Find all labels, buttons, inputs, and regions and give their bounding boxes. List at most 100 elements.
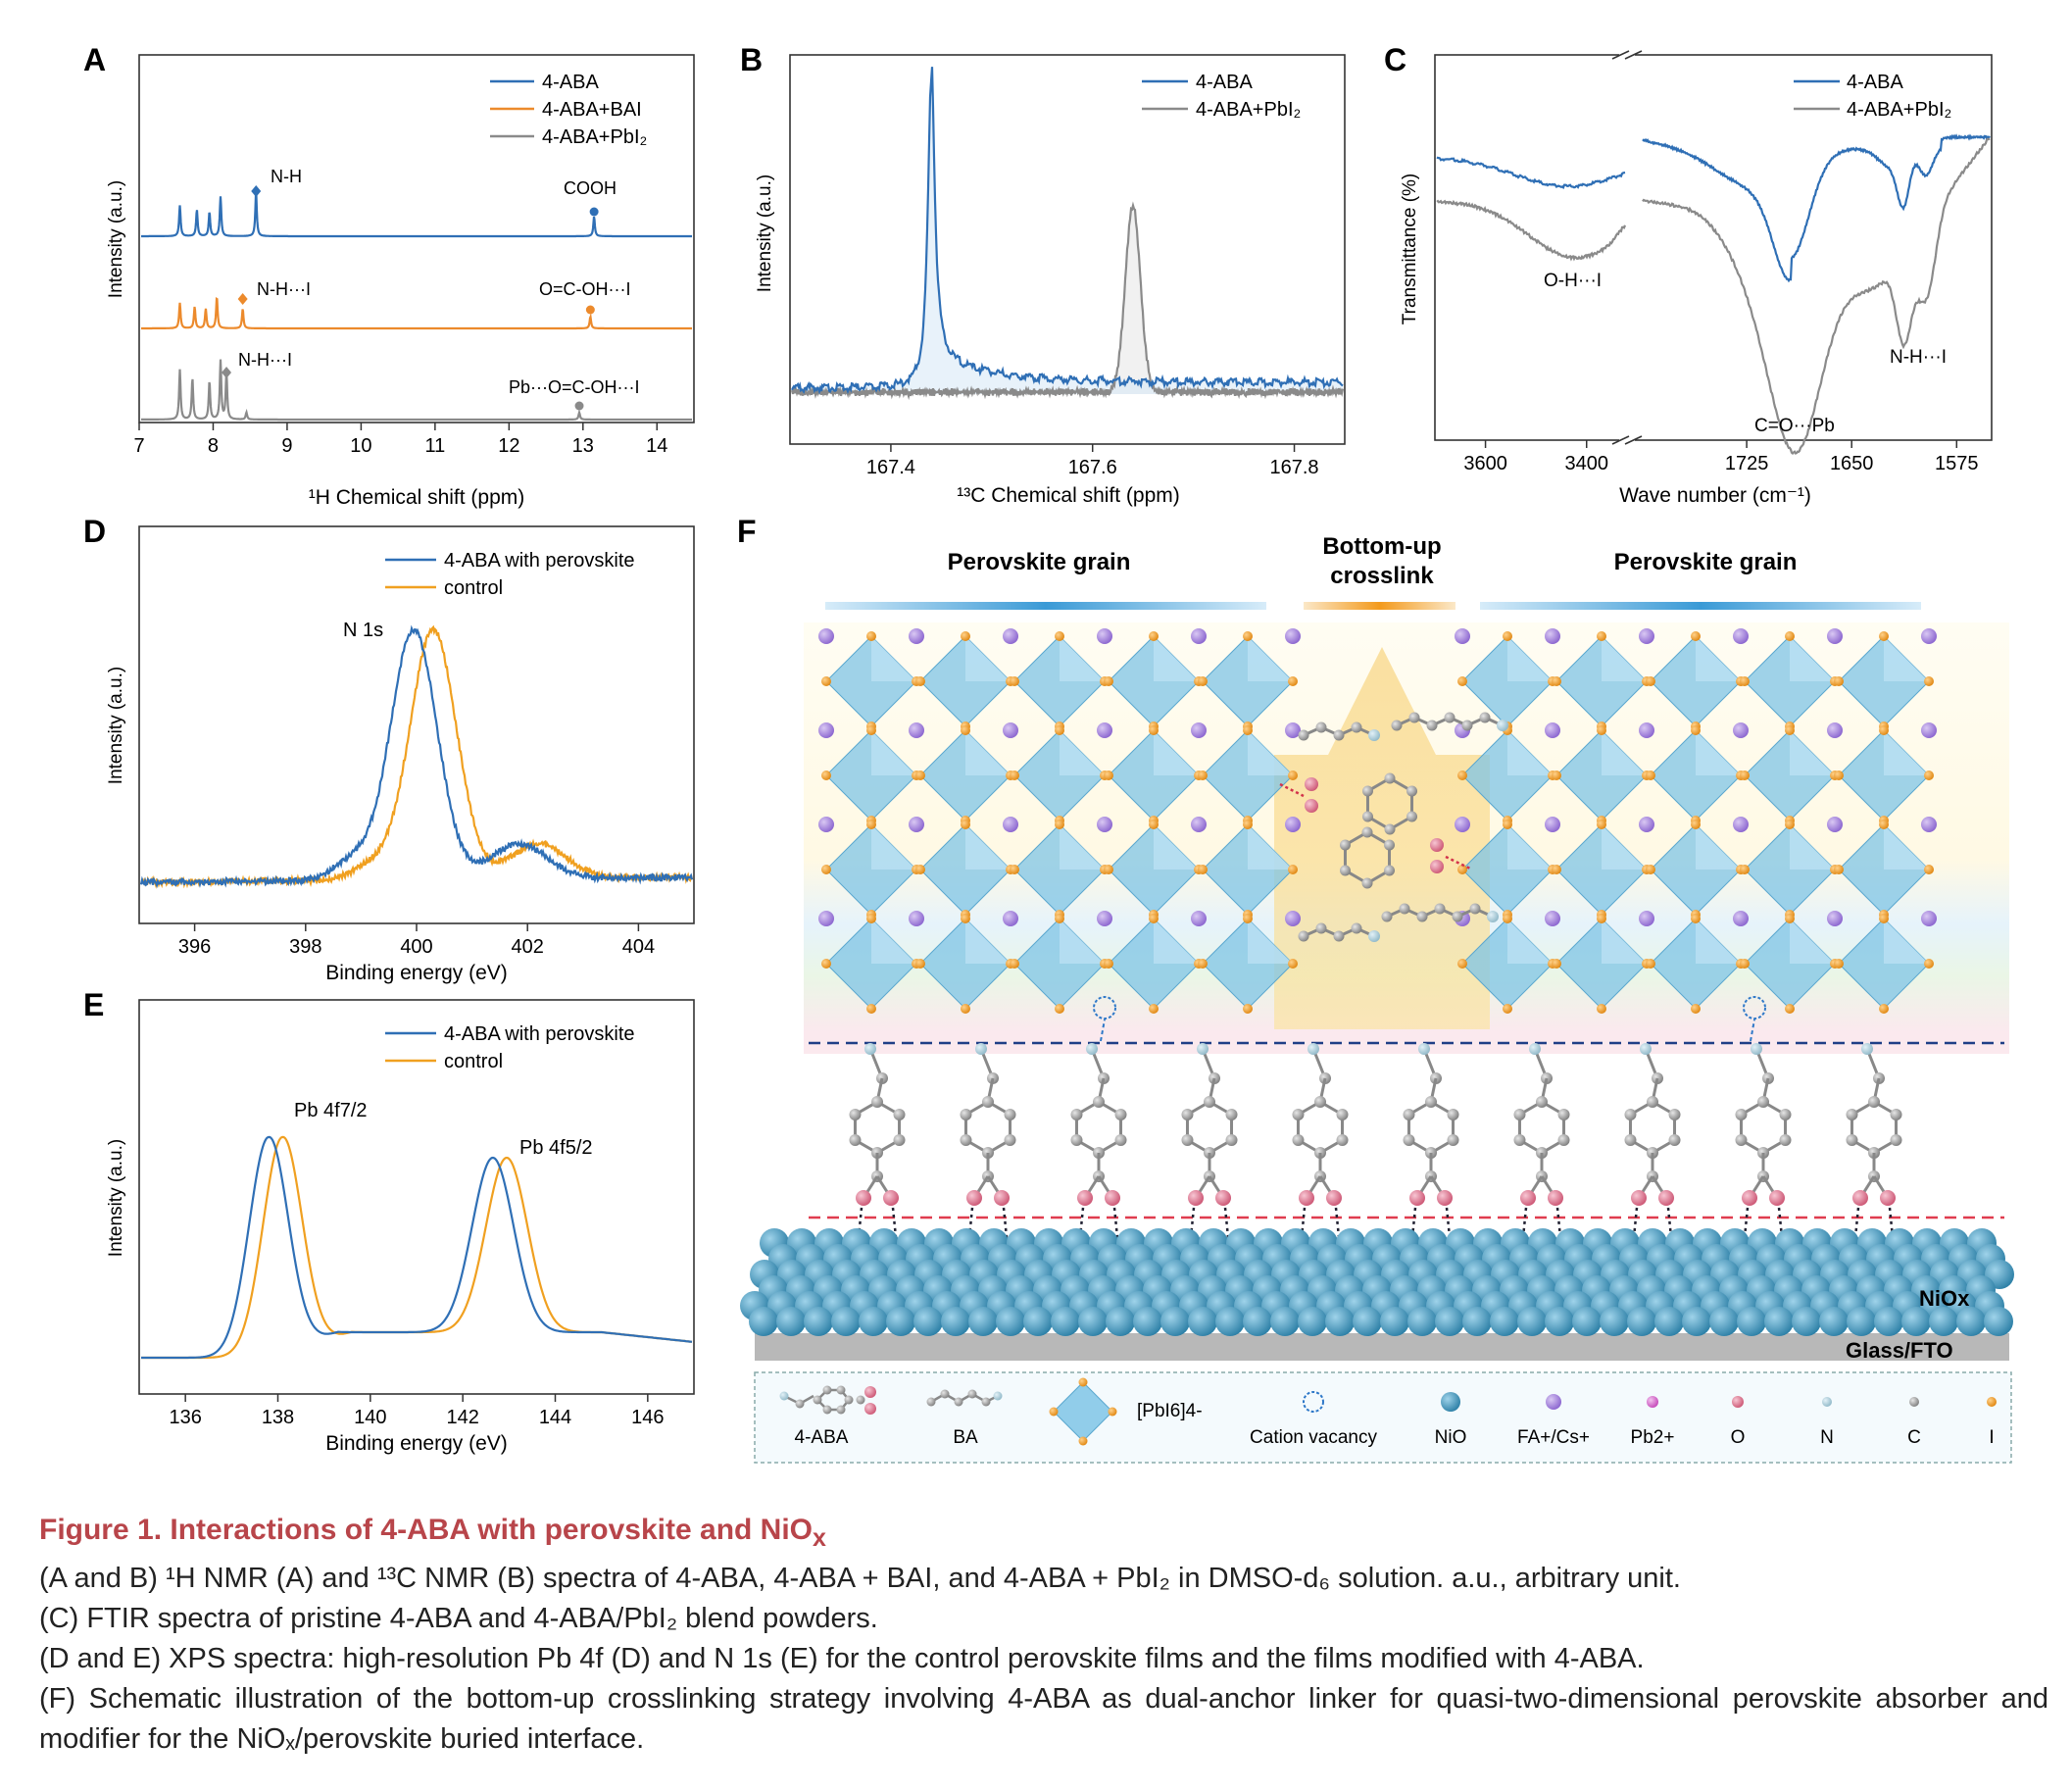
x-axis-label: Wave number (cm⁻¹)	[1619, 484, 1811, 507]
octahedron-facet	[1696, 636, 1741, 681]
x-tick-label: 10	[350, 435, 371, 457]
ba-atom	[1461, 720, 1473, 731]
ba-atom	[1351, 922, 1362, 934]
cation	[909, 722, 924, 738]
iodide-atom	[1010, 865, 1019, 874]
legend-atom	[779, 1391, 789, 1401]
legend-atom	[864, 1403, 876, 1415]
peak-marker	[251, 185, 262, 197]
carbon-atom	[1557, 1134, 1570, 1146]
iodide-atom	[1503, 914, 1512, 923]
plot-traces	[141, 185, 692, 422]
legend-vacancy	[1303, 1391, 1324, 1413]
cation	[909, 817, 924, 832]
nio-atom	[1984, 1307, 2013, 1336]
nio-atom	[941, 1307, 970, 1336]
oxygen-atom	[856, 1190, 871, 1206]
series-line	[790, 201, 1345, 401]
legend-atom	[856, 1395, 865, 1405]
octahedron-facet	[1507, 919, 1553, 964]
annotation: N-H···I	[1890, 347, 1947, 368]
nio-atom	[886, 1307, 915, 1336]
nio-atom	[1792, 1307, 1821, 1336]
cation	[1545, 628, 1560, 644]
iodide-atom	[1288, 865, 1298, 874]
caption-title: Figure 1. Interactions of 4-ABA with per…	[39, 1510, 2048, 1559]
plot-frame	[789, 54, 1346, 445]
carbon-atom	[1757, 1096, 1769, 1108]
octahedron-facet	[1060, 824, 1105, 870]
carbon-atom	[1384, 823, 1396, 835]
oxygen-atom	[1880, 1190, 1896, 1206]
nio-atom	[831, 1307, 861, 1336]
octahedron-facet	[1696, 824, 1741, 870]
iodide-atom	[1149, 631, 1159, 641]
iodide-atom	[1055, 914, 1064, 923]
iodide-atom	[821, 676, 831, 686]
nitrogen-atom	[975, 1043, 987, 1055]
nio-atom	[1078, 1307, 1108, 1336]
carbon-atom	[1225, 1134, 1238, 1146]
iodide-atom	[1457, 959, 1467, 969]
iodide-atom	[1503, 1004, 1512, 1014]
iodide-atom	[1646, 771, 1655, 780]
nio-atom	[1654, 1307, 1684, 1336]
cation	[1921, 817, 1937, 832]
legend-label: NiO	[1435, 1427, 1467, 1448]
nio-atom	[1709, 1307, 1739, 1336]
nio-atom	[804, 1307, 833, 1336]
legend-label: Cation vacancy	[1250, 1427, 1377, 1448]
iodide-atom	[1104, 676, 1113, 686]
legend: 4-ABA with perovskite control	[385, 1023, 635, 1072]
oxygen-atom	[1852, 1190, 1868, 1206]
legend-label: O	[1731, 1427, 1746, 1448]
oxygen-atom	[1409, 1190, 1425, 1206]
iodide-atom	[1879, 725, 1889, 735]
iodide-atom	[961, 1004, 970, 1014]
annotation: Pb 4f5/2	[519, 1137, 593, 1159]
iodide-atom	[1243, 631, 1253, 641]
aba-molecule	[1070, 1043, 1127, 1248]
nio-atom	[1270, 1307, 1300, 1336]
figure-1: A Intensity (a.u.) ¹H Chemical shift (pp…	[83, 42, 2014, 1464]
iodide-atom	[1503, 631, 1512, 641]
x-axis: 396 398 400 402 404	[178, 923, 655, 958]
iodide-atom	[1104, 959, 1113, 969]
cation	[1191, 628, 1207, 644]
cation	[818, 722, 834, 738]
plot-frame	[138, 999, 695, 1395]
nio-atom	[1572, 1307, 1602, 1336]
iodide-atom	[1457, 771, 1467, 780]
ba-atom	[1426, 720, 1438, 731]
x-axis-label: ¹H Chemical shift (ppm)	[309, 486, 525, 509]
plot-traces	[790, 67, 1345, 401]
iodide-atom	[1457, 676, 1467, 686]
annotation: N-H···I	[257, 279, 311, 299]
legend-atom	[1909, 1397, 1919, 1407]
benzene-ring	[963, 1100, 1012, 1155]
octahedron-facet	[1060, 730, 1105, 775]
x-tick-label: 9	[281, 435, 292, 457]
annotation: C=O···Pb	[1754, 416, 1835, 436]
cation	[909, 628, 924, 644]
nio-atom	[1600, 1307, 1629, 1336]
x-tick-label: 12	[498, 435, 519, 457]
octahedron-facet	[1507, 636, 1553, 681]
x-tick-label: 404	[622, 936, 655, 958]
cation	[909, 911, 924, 926]
ba-atom	[1298, 930, 1309, 942]
aba-molecule	[1846, 1043, 1902, 1248]
legend: 4-ABA with perovskite control	[385, 550, 635, 599]
header-center: crosslink	[1330, 563, 1434, 589]
ba-atom	[1298, 729, 1309, 741]
octahedron-facet	[1060, 636, 1105, 681]
nio-atom	[1490, 1307, 1519, 1336]
legend-atom	[1546, 1394, 1561, 1410]
oxygen-atom	[1305, 777, 1318, 791]
iodide-atom	[1597, 1004, 1606, 1014]
oxygen-atom	[883, 1190, 899, 1206]
oxygen-atom	[966, 1190, 982, 1206]
octahedron-facet	[1602, 824, 1647, 870]
carbon-atom	[1406, 811, 1418, 822]
carbon-atom	[1181, 1109, 1194, 1120]
